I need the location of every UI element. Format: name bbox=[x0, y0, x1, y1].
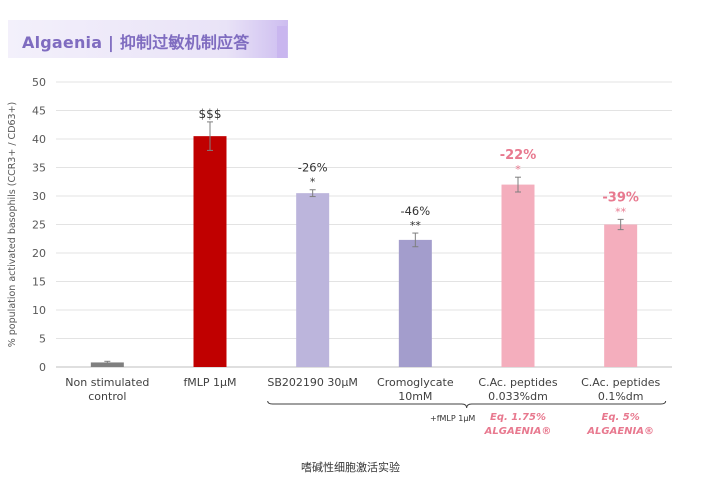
significance-label: ** bbox=[615, 205, 627, 218]
percent-change-label: -46% bbox=[400, 204, 430, 218]
percent-change-label: -39% bbox=[602, 190, 639, 205]
percent-change-label: -26% bbox=[298, 161, 328, 175]
banner-title: Algaenia | 抑制过敏机制应答 bbox=[22, 33, 250, 52]
y-tick-label: 10 bbox=[32, 304, 46, 317]
equivalence-label: ALGAENIA® bbox=[586, 426, 654, 437]
significance-label: * bbox=[515, 163, 521, 176]
significance-label: $$$ bbox=[199, 107, 222, 121]
bar bbox=[90, 362, 124, 367]
y-tick-label: 35 bbox=[32, 162, 46, 175]
equivalence-label: Eq. 1.75% bbox=[490, 412, 546, 423]
y-tick-label: 15 bbox=[32, 276, 46, 289]
bracket-label: +fMLP 1µM bbox=[430, 414, 475, 423]
category-label: SB202190 30µM bbox=[267, 376, 358, 389]
y-axis-label: % population activated basophils (CCR3+ … bbox=[7, 102, 18, 348]
significance-label: ** bbox=[410, 219, 422, 232]
y-tick-label: 25 bbox=[32, 219, 46, 232]
category-label: 10mM bbox=[398, 390, 432, 403]
category-label: fMLP 1µM bbox=[183, 376, 236, 389]
banner-accent-bar bbox=[277, 26, 287, 58]
y-tick-label: 20 bbox=[32, 247, 46, 260]
bar bbox=[501, 184, 535, 367]
y-tick-label: 0 bbox=[39, 361, 46, 374]
category-label: C.Ac. peptides bbox=[581, 376, 660, 389]
category-label: C.Ac. peptides bbox=[478, 376, 557, 389]
category-label: 0.1%dm bbox=[598, 390, 644, 403]
equivalence-label: ALGAENIA® bbox=[484, 426, 552, 437]
y-tick-label: 50 bbox=[32, 76, 46, 89]
bar bbox=[193, 136, 227, 367]
bar bbox=[604, 224, 638, 367]
bar bbox=[296, 193, 330, 367]
category-label: Cromoglycate bbox=[377, 376, 454, 389]
category-label: 0.033%dm bbox=[488, 390, 548, 403]
y-tick-label: 45 bbox=[32, 105, 46, 118]
bar bbox=[398, 239, 432, 367]
y-tick-label: 30 bbox=[32, 190, 46, 203]
category-label: Non stimulated bbox=[65, 376, 149, 389]
percent-change-label: -22% bbox=[500, 148, 537, 163]
significance-label: * bbox=[310, 176, 316, 189]
chart-caption: 嗜碱性细胞激活实验 bbox=[301, 461, 400, 474]
category-label: control bbox=[88, 390, 126, 403]
title-banner bbox=[8, 20, 288, 58]
treatment-bracket bbox=[267, 400, 667, 409]
y-tick-label: 40 bbox=[32, 133, 46, 146]
equivalence-label: Eq. 5% bbox=[602, 412, 640, 423]
y-tick-label: 5 bbox=[39, 333, 46, 346]
